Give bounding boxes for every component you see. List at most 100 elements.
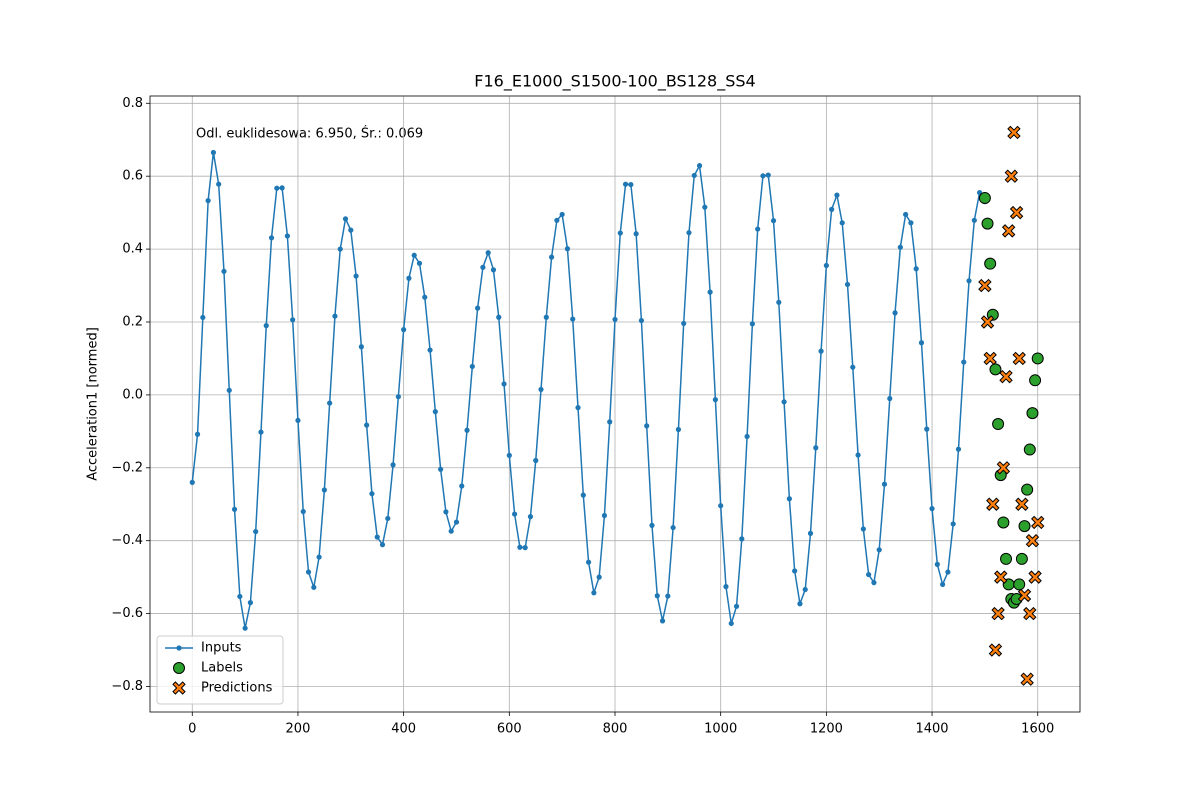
input-marker [929,506,935,512]
input-marker [189,479,195,485]
x-tick-label: 800 [603,722,628,737]
input-marker [475,305,481,311]
x-tick-label: 200 [286,722,311,737]
y-tick-label: 0.4 [122,242,143,257]
input-marker [527,514,534,520]
input-marker [876,547,882,553]
input-marker [311,584,317,590]
input-marker [807,530,814,536]
input-marker [305,569,312,575]
input-marker [670,524,676,531]
input-marker [839,220,845,226]
input-marker [855,452,861,458]
input-marker [210,149,217,156]
input-marker [844,281,851,288]
prediction-marker [1007,125,1021,140]
input-marker [300,508,306,515]
input-marker [242,625,248,631]
label-marker [1026,407,1039,420]
input-marker [591,590,597,596]
input-marker [744,433,750,440]
input-marker [538,386,544,393]
input-marker [274,185,280,191]
input-marker [823,262,829,269]
legend-label: Inputs [201,641,242,656]
label-marker [989,363,1002,376]
input-marker [681,320,687,327]
prediction-marker [1015,497,1029,511]
input-marker [316,554,322,560]
input-marker [221,268,227,274]
input-marker [617,230,623,236]
input-marker [638,317,645,324]
input-marker [903,211,909,218]
input-marker [438,466,444,472]
prediction-marker [1020,672,1034,686]
input-marker [364,422,370,428]
label-marker [981,217,994,230]
input-marker [385,515,391,522]
y-tick-label: −0.2 [111,460,143,475]
label-marker [997,516,1010,529]
x-tick-label: 600 [497,722,522,737]
prediction-marker [1031,515,1045,530]
input-marker [554,217,560,223]
input-marker [290,317,296,323]
input-marker [913,266,919,272]
input-marker [575,405,581,411]
prediction-marker [1028,570,1042,584]
input-marker [686,230,692,236]
input-marker [496,314,502,320]
input-marker [665,593,671,599]
y-axis-label: Acceleration1 [normed] [86,327,101,481]
input-marker [580,492,586,498]
input-marker [374,534,380,540]
label-marker [992,418,1005,431]
input-marker [644,423,650,429]
legend-label: Predictions [201,681,273,696]
y-tick-label: −0.8 [111,679,143,694]
input-marker [279,185,285,191]
prediction-marker [994,570,1008,584]
input-marker [205,198,211,204]
input-marker [490,267,497,273]
input-marker [612,316,618,323]
input-marker [337,246,343,252]
input-marker [390,462,396,468]
input-marker [548,254,555,260]
x-tick-label: 1400 [915,722,948,737]
input-marker [813,445,819,451]
input-marker [881,481,888,487]
y-tick-label: −0.6 [111,606,143,621]
input-marker [829,206,835,212]
label-marker [1031,352,1044,365]
input-marker [379,542,386,548]
prediction-marker [1025,533,1040,548]
prediction-marker [1012,351,1026,366]
prediction-marker [980,315,995,329]
input-marker [607,419,613,425]
input-marker [850,364,856,370]
input-marker [918,340,925,346]
prediction-marker [983,351,997,366]
label-marker [984,257,997,270]
input-marker [422,294,428,300]
legend: Inputs Labels Predictions [156,635,284,705]
prediction-marker [1017,588,1032,603]
input-marker [955,446,962,452]
input-marker [776,299,782,305]
input-marker [797,601,803,607]
label-marker [978,192,991,205]
plot-frame [149,95,1081,713]
prediction-marker [1001,224,1016,238]
input-marker [401,327,407,333]
y-tick-label: 0.2 [122,314,143,329]
prediction-marker [996,461,1011,475]
input-marker [596,574,602,580]
input-marker [459,483,465,489]
input-marker [327,400,333,406]
input-marker [786,496,792,502]
label-marker [1018,520,1031,533]
chart-title: F16_E1000_S1500-100_BS128_SS4 [474,72,755,92]
prediction-marker [1009,205,1024,220]
